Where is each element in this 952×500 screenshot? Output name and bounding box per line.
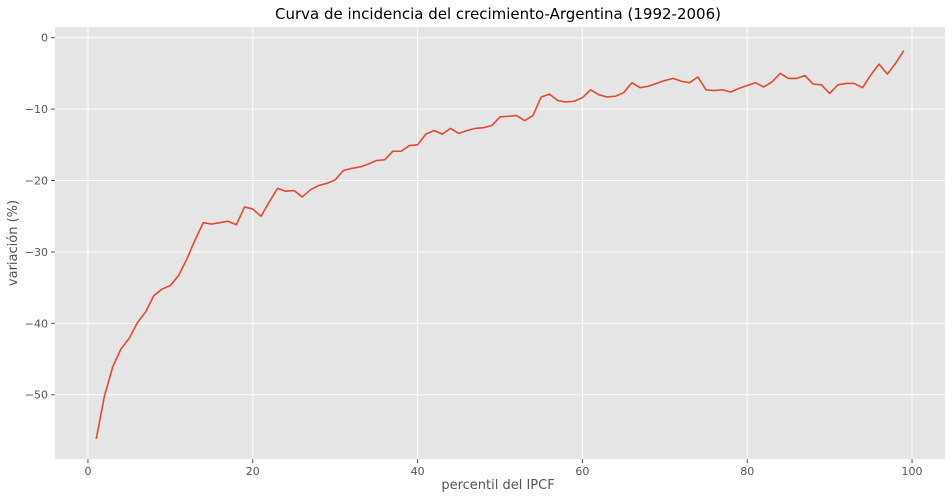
x-tick-label: 80 [740,465,754,478]
y-tick-label: −10 [25,103,48,116]
x-tick-label: 0 [84,465,91,478]
x-tick-label: 100 [902,465,923,478]
y-tick-label: −30 [25,246,48,259]
x-tick-label: 40 [411,465,425,478]
y-tick-label: −40 [25,317,48,330]
y-tick-label: −50 [25,389,48,402]
grid-lines [55,27,945,459]
axis-ticks: 0 20 40 60 80 100 0 −10 −20 −30 −40 −50 [25,32,923,478]
y-tick-label: 0 [41,32,48,45]
plot-area [55,27,945,459]
y-axis-label: variación (%) [6,200,21,286]
x-axis-label: percentil del IPCF [441,478,554,493]
y-tick-label: −20 [25,175,48,188]
series-layer [95,50,905,440]
chart-title: Curva de incidencia del crecimiento-Arge… [275,5,721,23]
series-line [95,50,905,440]
x-tick-label: 20 [246,465,260,478]
x-tick-label: 60 [575,465,589,478]
